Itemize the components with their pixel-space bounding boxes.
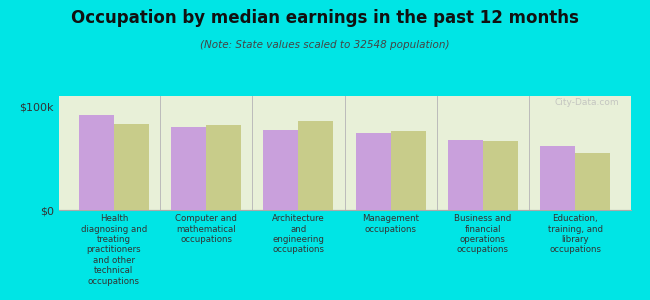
Bar [79,115,114,210]
Text: City-Data.com: City-Data.com [554,98,619,107]
Bar [114,124,149,210]
Bar [356,133,391,210]
Bar [448,140,483,210]
Bar [171,127,206,210]
Text: Occupation by median earnings in the past 12 months: Occupation by median earnings in the pas… [71,9,579,27]
Bar [391,131,426,210]
Text: (Note: State values scaled to 32548 population): (Note: State values scaled to 32548 popu… [200,40,450,50]
Bar [206,125,241,210]
Bar [540,146,575,210]
Bar [483,141,518,210]
Bar [298,121,333,210]
Bar [575,153,610,210]
Bar [263,130,298,210]
